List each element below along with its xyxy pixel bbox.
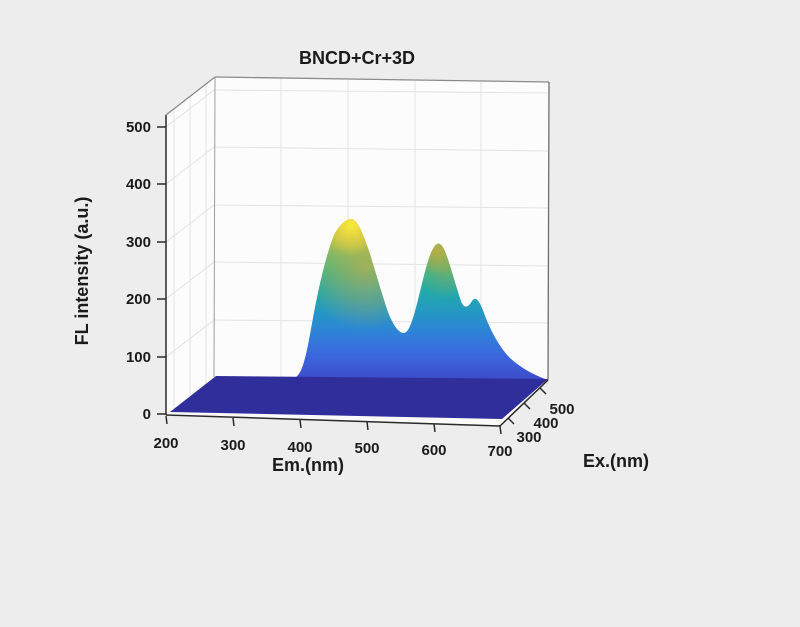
grid-line	[165, 146, 215, 185]
z-tick-label: 400	[126, 176, 151, 193]
em-tick	[232, 417, 235, 427]
em-tick-label: 700	[487, 443, 512, 460]
tick-marks	[157, 126, 547, 435]
grid-line	[213, 204, 549, 209]
z-tick-label: 0	[143, 406, 151, 423]
box-edges	[165, 76, 550, 381]
grid-line	[213, 146, 549, 152]
box-edge-right	[547, 81, 550, 381]
grid-line	[213, 261, 549, 267]
grid-line	[165, 261, 215, 300]
em-axis-line	[165, 414, 501, 427]
grid-line	[165, 204, 215, 243]
em-tick	[299, 419, 302, 429]
em-tick	[165, 415, 168, 425]
ex-tick-label: 500	[549, 401, 574, 418]
ex-tick	[539, 387, 547, 395]
z-tick-label: 500	[126, 119, 151, 136]
em-tick-labels: 200 300 400 500 600 700	[153, 435, 512, 460]
surface-floor	[170, 376, 548, 419]
box-edge-top	[214, 76, 550, 83]
grid-line	[213, 89, 549, 94]
grid-lines	[165, 78, 549, 409]
em-tick-label: 300	[220, 437, 245, 454]
z-tick-label: 300	[126, 234, 151, 251]
ex-tick-labels: 300 400 500	[516, 401, 574, 446]
ex-axis-label: Ex.(nm)	[583, 451, 649, 471]
em-tick-label: 500	[354, 440, 379, 457]
z-tick-label: 200	[126, 291, 151, 308]
z-tick-labels: 0 100 200 300 400 500	[126, 119, 151, 423]
em-axis-label: Em.(nm)	[272, 455, 344, 475]
em-tick	[366, 421, 369, 431]
ex-tick	[523, 402, 531, 410]
ex-tick	[507, 417, 515, 425]
box-edge-top-left-slant	[165, 76, 216, 116]
z-tick-label: 100	[126, 349, 151, 366]
ex-tick-label: 300	[516, 429, 541, 446]
em-tick-label: 400	[287, 439, 312, 456]
chart-title: BNCD+Cr+3D	[299, 48, 415, 68]
box-edge-back-corner	[213, 76, 216, 378]
em-tick	[433, 423, 436, 433]
grid-line	[165, 319, 215, 358]
em-tick-label: 200	[153, 435, 178, 452]
ex-tick-label: 400	[533, 415, 558, 432]
back-wall-panel	[214, 77, 549, 380]
z-axis-label: FL intensity (a.u.)	[72, 197, 92, 346]
em-tick-label: 600	[421, 442, 446, 459]
grid-line	[165, 89, 215, 128]
em-tick	[499, 425, 502, 435]
